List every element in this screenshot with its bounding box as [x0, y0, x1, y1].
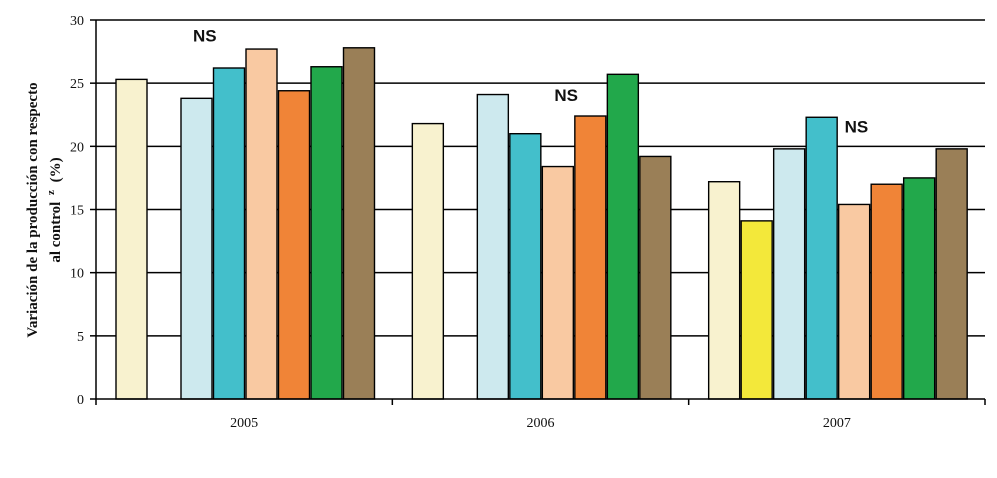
bar	[707, 181, 741, 400]
bar	[310, 66, 343, 400]
bars	[115, 47, 968, 400]
y-axis-title-unit: (%)	[48, 157, 64, 182]
y-tick-labels: 0 5 10 15 20 25 30	[70, 14, 84, 408]
y-axis-title-control: al control	[48, 202, 64, 263]
y-tick-label: 0	[77, 393, 84, 408]
bar	[639, 155, 672, 400]
y-tick-label: 25	[70, 77, 84, 92]
bar	[541, 165, 575, 400]
x-tick-label: 2006	[527, 416, 555, 431]
bar	[180, 97, 213, 400]
y-tick-label: 10	[70, 267, 84, 282]
y-tick-label: 30	[70, 14, 84, 29]
bar	[870, 183, 903, 400]
ns-annotation: NS	[554, 86, 578, 105]
ns-annotation: NS	[193, 26, 217, 45]
bar	[476, 93, 510, 400]
annotations: NS NS NS	[193, 26, 868, 136]
bar	[606, 73, 640, 400]
y-tick-label: 20	[70, 140, 84, 155]
bar	[574, 115, 607, 400]
x-tick-label: 2005	[230, 416, 258, 431]
bar	[115, 78, 148, 400]
bar	[805, 116, 838, 400]
x-tick-label: 2007	[823, 416, 851, 431]
bar	[509, 132, 542, 400]
y-axis-title: Variación de la producción con respecto …	[25, 82, 64, 337]
bar	[837, 203, 871, 400]
y-axis-title-line2: al control z (%)	[42, 157, 64, 262]
bar	[245, 48, 278, 400]
bar	[772, 148, 806, 400]
y-axis-title-line1: Variación de la producción con respecto	[25, 82, 41, 337]
axes	[90, 19, 986, 405]
bar	[277, 90, 311, 400]
bar	[740, 220, 773, 400]
bar	[902, 177, 936, 400]
bar	[411, 122, 445, 400]
bar	[212, 67, 246, 400]
y-tick-label: 15	[70, 204, 84, 219]
bar	[935, 148, 968, 400]
y-tick-label: 5	[77, 330, 84, 345]
x-tick-labels: 2005 2006 2007	[230, 416, 851, 431]
y-axis-title-superscript: z	[45, 190, 57, 195]
ns-annotation: NS	[845, 117, 869, 136]
bar	[342, 47, 376, 400]
